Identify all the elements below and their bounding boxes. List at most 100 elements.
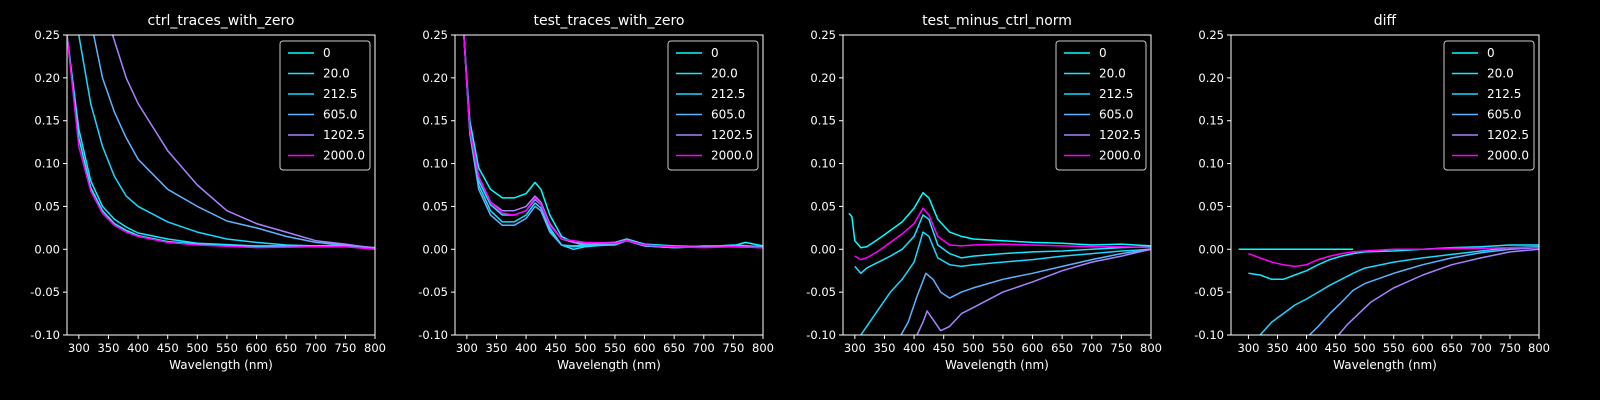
x-tick-label: 550 [216,341,238,355]
y-tick-label: 0.05 [422,199,448,213]
y-tick-label: 0.15 [1198,114,1224,128]
y-tick-label: 0.25 [422,28,448,42]
x-tick-label: 600 [246,341,268,355]
x-tick-label: 350 [485,341,507,355]
x-tick-label: 800 [364,341,386,355]
legend: 0 20.0 212.5 605.0 1202.5 2000.0 [667,40,759,171]
x-tick-label: 800 [752,341,774,355]
legend-label: 20.0 [711,67,738,81]
x-tick-label: 350 [97,341,119,355]
y-tick-label: 0.00 [422,242,448,256]
chart-panel-2: 300 350 400 450 500 550 600 650 700 750 800 -0.10 -0… [806,13,1162,372]
legend-label: 212.5 [711,87,745,101]
series-line-5 [1248,246,1539,268]
series-line-1 [1248,244,1539,281]
y-tick-label: -0.05 [418,285,448,299]
legend-label: 2000.0 [711,149,753,163]
y-tick-label: 0.20 [34,71,60,85]
series-line-5 [67,35,375,251]
x-tick-label: 750 [334,341,356,355]
x-tick-label: 450 [933,341,955,355]
series-line-5 [854,207,1151,261]
x-tick-label: 700 [1470,341,1492,355]
x-tick-label: 300 [456,341,478,355]
series-group [848,191,1151,335]
chart-title: ctrl_traces_with_zero [148,13,295,29]
y-tick-label: -0.10 [1194,328,1224,342]
y-tick-label: 0.25 [810,28,836,42]
y-tick-label: 0.10 [810,157,836,171]
y-tick-label: 0.05 [1198,199,1224,213]
series-line-3 [900,248,1151,335]
x-tick-label: 750 [1110,341,1132,355]
x-axis-label: Wavelength (nm) [557,358,661,372]
y-tick-label: 0.25 [34,28,60,42]
legend-label: 0 [711,46,719,60]
series-line-4 [1337,248,1539,335]
series-line-0 [848,191,1151,249]
series-line-2 [78,35,375,250]
x-tick-label: 700 [305,341,327,355]
chart-title: diff [1374,13,1397,29]
x-axis-label: Wavelength (nm) [169,358,273,372]
y-tick-label: -0.05 [806,285,836,299]
y-tick-label: 0.00 [1198,242,1224,256]
legend-label: 0 [323,46,331,60]
x-axis-label: Wavelength (nm) [1333,358,1437,372]
y-tick-label: 0.05 [810,199,836,213]
x-tick-label: 750 [1499,341,1521,355]
x-tick-label: 650 [1441,341,1463,355]
legend-label: 20.0 [1099,67,1126,81]
y-tick-label: 0.15 [422,114,448,128]
y-tick-label: 0.20 [422,71,448,85]
x-axis-label: Wavelength (nm) [945,358,1049,372]
x-tick-label: 400 [1296,341,1318,355]
chart-panel-3: 300 350 400 450 500 550 600 650 700 750 800 -0.10 -0… [1194,13,1550,372]
y-tick-label: 0.00 [34,242,60,256]
x-tick-label: 500 [962,341,984,355]
y-tick-label: -0.10 [418,328,448,342]
x-tick-label: 600 [1022,341,1044,355]
legend-label: 1202.5 [1487,128,1529,142]
legend-label: 212.5 [323,87,357,101]
x-tick-label: 800 [1140,341,1162,355]
x-tick-label: 650 [1051,341,1073,355]
x-tick-label: 550 [604,341,626,355]
axes-frame [66,34,376,336]
y-tick-label: -0.10 [806,328,836,342]
x-tick-label: 450 [545,341,567,355]
series-line-2 [860,231,1151,335]
legend-label: 2000.0 [1099,149,1141,163]
x-tick-label: 650 [663,341,685,355]
axes-frame [842,34,1152,336]
x-tick-label: 800 [1528,341,1550,355]
y-tick-label: 0.05 [34,199,60,213]
legend-label: 0 [1099,46,1107,60]
chart-panel-1: 300 350 400 450 500 550 600 650 700 750 800 -0.10 -0… [418,13,774,372]
legend-label: 605.0 [323,108,357,122]
y-tick-label: 0.15 [810,114,836,128]
y-tick-label: 0.10 [34,157,60,171]
y-tick-label: -0.05 [30,285,60,299]
x-tick-label: 600 [634,341,656,355]
legend-label: 1202.5 [1099,128,1141,142]
y-tick-label: 0.10 [1198,157,1224,171]
y-tick-label: 0.15 [34,114,60,128]
y-tick-label: 0.10 [422,157,448,171]
x-tick-label: 550 [992,341,1014,355]
y-tick-label: -0.05 [1194,285,1224,299]
x-tick-label: 700 [693,341,715,355]
x-tick-label: 450 [1325,341,1347,355]
legend-label: 20.0 [323,67,350,81]
y-tick-label: -0.10 [30,328,60,342]
chart-panel-0: 300 350 400 450 500 550 600 650 700 750 800 -0.10 -0… [30,13,386,372]
x-tick-label: 700 [1081,341,1103,355]
x-tick-label: 350 [873,341,895,355]
series-line-3 [463,35,763,249]
series-line-1 [854,214,1151,275]
y-tick-label: 0.20 [810,71,836,85]
x-tick-label: 550 [1383,341,1405,355]
x-tick-label: 500 [186,341,208,355]
legend-label: 1202.5 [711,128,753,142]
